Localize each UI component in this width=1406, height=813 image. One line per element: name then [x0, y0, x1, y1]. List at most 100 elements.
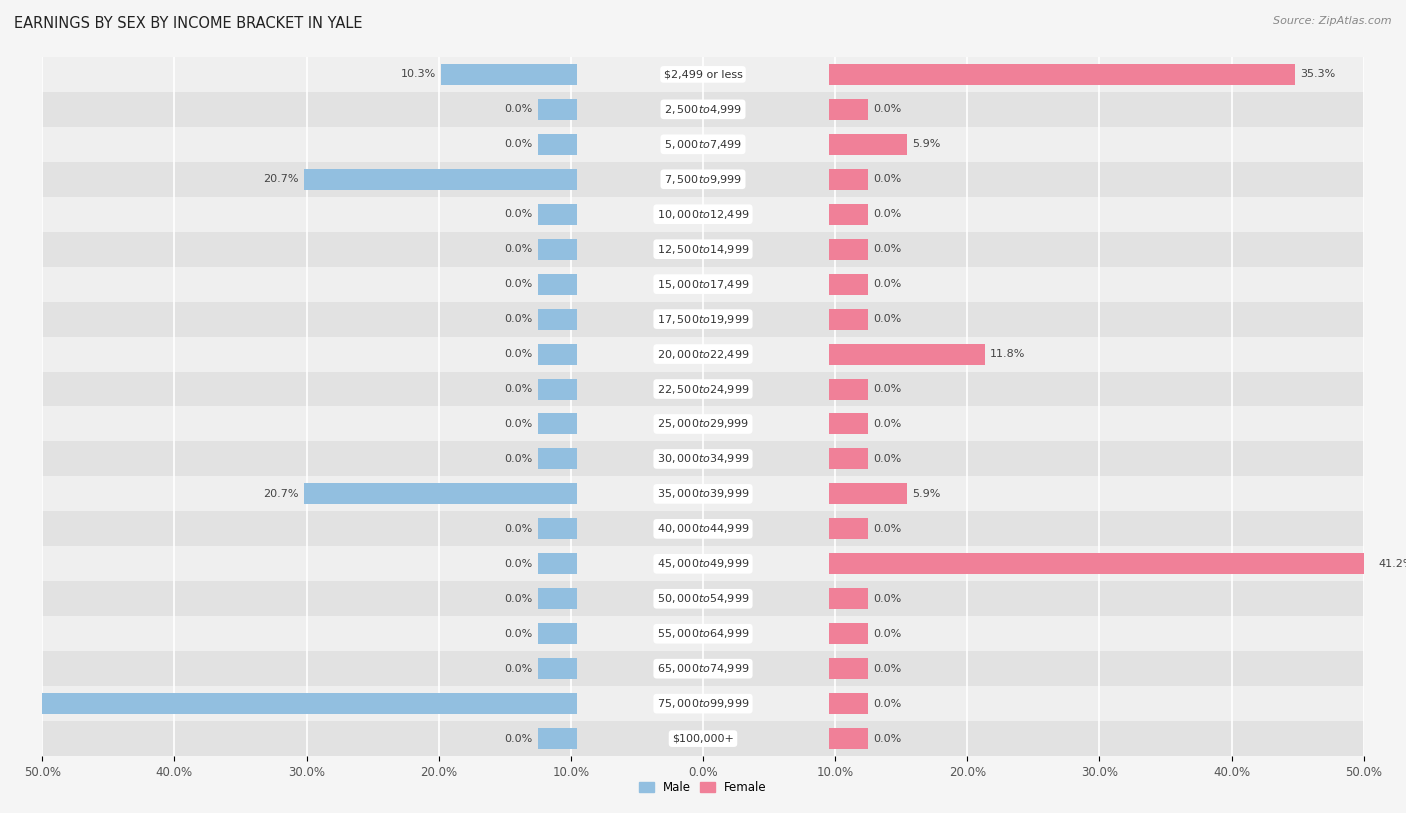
Bar — [828, 554, 1374, 574]
Text: 0.0%: 0.0% — [505, 384, 533, 394]
Bar — [537, 344, 578, 364]
Bar — [0, 693, 578, 714]
Text: $30,000 to $34,999: $30,000 to $34,999 — [657, 453, 749, 465]
Text: 0.0%: 0.0% — [505, 524, 533, 534]
Text: 0.0%: 0.0% — [505, 104, 533, 115]
Bar — [828, 414, 868, 434]
Text: $25,000 to $29,999: $25,000 to $29,999 — [657, 418, 749, 430]
Text: $100,000+: $100,000+ — [672, 733, 734, 744]
Text: 20.7%: 20.7% — [263, 489, 298, 499]
Text: 0.0%: 0.0% — [505, 593, 533, 604]
Bar — [42, 651, 1364, 686]
Text: 5.9%: 5.9% — [912, 139, 941, 150]
Bar — [42, 546, 1364, 581]
Text: 0.0%: 0.0% — [505, 279, 533, 289]
Bar — [42, 302, 1364, 337]
Bar — [828, 239, 868, 259]
Bar — [537, 554, 578, 574]
Bar — [42, 581, 1364, 616]
Bar — [537, 659, 578, 679]
Text: $15,000 to $17,499: $15,000 to $17,499 — [657, 278, 749, 290]
Text: $65,000 to $74,999: $65,000 to $74,999 — [657, 663, 749, 675]
Text: $10,000 to $12,499: $10,000 to $12,499 — [657, 208, 749, 220]
Text: $45,000 to $49,999: $45,000 to $49,999 — [657, 558, 749, 570]
Text: $20,000 to $22,499: $20,000 to $22,499 — [657, 348, 749, 360]
Bar — [441, 64, 578, 85]
Bar — [828, 204, 868, 224]
Text: $5,000 to $7,499: $5,000 to $7,499 — [664, 138, 742, 150]
Text: 0.0%: 0.0% — [873, 104, 901, 115]
Bar — [828, 64, 1295, 85]
Text: 0.0%: 0.0% — [873, 314, 901, 324]
Bar — [828, 169, 868, 189]
Bar — [828, 728, 868, 749]
Text: 0.0%: 0.0% — [505, 314, 533, 324]
Bar — [42, 267, 1364, 302]
Text: 0.0%: 0.0% — [505, 733, 533, 744]
Legend: Male, Female: Male, Female — [634, 776, 772, 799]
Bar — [828, 99, 868, 120]
Text: 0.0%: 0.0% — [873, 279, 901, 289]
Text: 0.0%: 0.0% — [873, 419, 901, 429]
Bar — [537, 589, 578, 609]
Text: 5.9%: 5.9% — [912, 489, 941, 499]
Text: 0.0%: 0.0% — [873, 244, 901, 254]
Bar — [828, 624, 868, 644]
Bar — [42, 721, 1364, 756]
Bar — [42, 127, 1364, 162]
Text: 0.0%: 0.0% — [505, 628, 533, 639]
Text: $50,000 to $54,999: $50,000 to $54,999 — [657, 593, 749, 605]
Text: 0.0%: 0.0% — [873, 663, 901, 674]
Bar — [42, 406, 1364, 441]
Bar — [537, 309, 578, 329]
Bar — [828, 693, 868, 714]
Text: 0.0%: 0.0% — [873, 593, 901, 604]
Text: $75,000 to $99,999: $75,000 to $99,999 — [657, 698, 749, 710]
Bar — [828, 344, 984, 364]
Bar — [42, 616, 1364, 651]
Bar — [828, 484, 907, 504]
Text: 0.0%: 0.0% — [505, 454, 533, 464]
Text: 20.7%: 20.7% — [263, 174, 298, 185]
Bar — [537, 204, 578, 224]
Bar — [42, 476, 1364, 511]
Text: 0.0%: 0.0% — [873, 174, 901, 185]
Text: 41.2%: 41.2% — [1378, 559, 1406, 569]
Bar — [304, 169, 578, 189]
Text: 11.8%: 11.8% — [990, 349, 1025, 359]
Bar — [42, 441, 1364, 476]
Bar — [42, 57, 1364, 92]
Text: 0.0%: 0.0% — [873, 628, 901, 639]
Bar — [42, 511, 1364, 546]
Text: 0.0%: 0.0% — [873, 454, 901, 464]
Bar — [828, 659, 868, 679]
Bar — [537, 274, 578, 294]
Bar — [828, 519, 868, 539]
Bar — [537, 239, 578, 259]
Bar — [828, 449, 868, 469]
Text: 35.3%: 35.3% — [1301, 69, 1336, 80]
Bar — [42, 92, 1364, 127]
Bar — [537, 134, 578, 154]
Text: Source: ZipAtlas.com: Source: ZipAtlas.com — [1274, 16, 1392, 26]
Text: 0.0%: 0.0% — [873, 384, 901, 394]
Text: 0.0%: 0.0% — [505, 663, 533, 674]
Text: $2,499 or less: $2,499 or less — [664, 69, 742, 80]
Text: 10.3%: 10.3% — [401, 69, 436, 80]
Bar — [42, 686, 1364, 721]
Text: $22,500 to $24,999: $22,500 to $24,999 — [657, 383, 749, 395]
Bar — [828, 589, 868, 609]
Text: $12,500 to $14,999: $12,500 to $14,999 — [657, 243, 749, 255]
Text: 0.0%: 0.0% — [505, 139, 533, 150]
Bar — [828, 274, 868, 294]
Text: 0.0%: 0.0% — [505, 349, 533, 359]
Text: 0.0%: 0.0% — [505, 244, 533, 254]
Bar — [42, 197, 1364, 232]
Bar — [828, 134, 907, 154]
Bar — [828, 379, 868, 399]
Text: 0.0%: 0.0% — [873, 733, 901, 744]
Bar — [304, 484, 578, 504]
Text: $7,500 to $9,999: $7,500 to $9,999 — [664, 173, 742, 185]
Bar — [537, 449, 578, 469]
Bar — [537, 414, 578, 434]
